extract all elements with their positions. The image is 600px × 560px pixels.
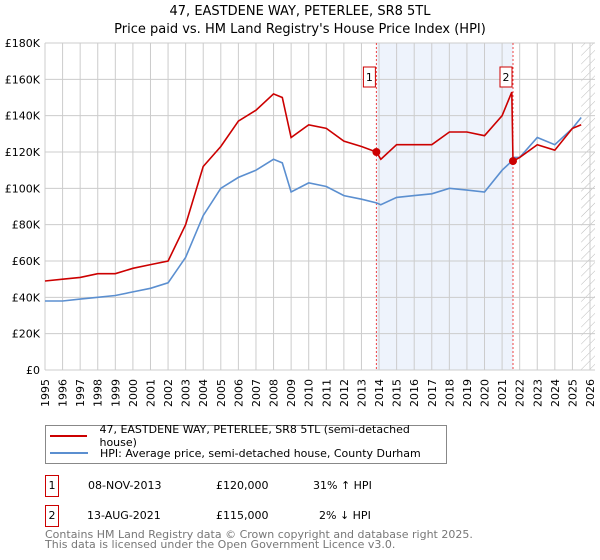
y-tick-label: £80K — [12, 219, 41, 232]
transaction-date: 08-NOV-2013 — [88, 479, 162, 492]
x-tick-label: 2011 — [320, 379, 333, 407]
x-tick-label: 2016 — [408, 379, 421, 407]
footer-copyright: Contains HM Land Registry data © Crown c… — [45, 528, 473, 541]
y-tick-label: £60K — [12, 255, 41, 268]
y-tick-label: £180K — [5, 37, 41, 50]
transaction-row: 1 08-NOV-2013 £120,000 31% ↑ HPI — [45, 475, 445, 497]
x-tick-label: 2003 — [180, 379, 193, 407]
x-tick-label: 2004 — [197, 379, 210, 407]
marker-label-box — [499, 66, 513, 88]
y-tick-label: £100K — [5, 182, 41, 195]
y-tick-label: £40K — [12, 291, 41, 304]
x-tick-label: 2010 — [303, 379, 316, 407]
x-tick-label: 2024 — [549, 379, 562, 407]
marker-label: 1 — [366, 71, 373, 84]
footer-licence: This data is licensed under the Open Gov… — [45, 538, 396, 551]
marker-badge: 1 — [45, 475, 59, 497]
legend-item-property: 47, EASTDENE WAY, PETERLEE, SR8 5TL (sem… — [46, 423, 446, 449]
x-tick-label: 2000 — [127, 379, 140, 407]
x-tick-label: 2001 — [144, 379, 157, 407]
x-tick-label: 2012 — [338, 379, 351, 407]
x-tick-label: 2023 — [531, 379, 544, 407]
y-tick-label: £20K — [12, 328, 41, 341]
x-tick-label: 2025 — [566, 379, 579, 407]
legend-label: HPI: Average price, semi-detached house,… — [100, 446, 421, 460]
series-line — [44, 91, 582, 282]
x-tick-label: 2014 — [373, 379, 386, 407]
chart-title: 47, EASTDENE WAY, PETERLEE, SR8 5TL — [169, 4, 431, 19]
sale-point — [508, 157, 517, 166]
x-tick-label: 1998 — [92, 379, 105, 407]
x-tick-label: 2002 — [162, 379, 175, 407]
red-line-swatch — [50, 435, 88, 437]
y-tick-label: £140K — [5, 110, 41, 123]
legend-label: 47, EASTDENE WAY, PETERLEE, SR8 5TL (sem… — [99, 423, 410, 449]
marker-label: 2 — [502, 71, 509, 84]
x-tick-label: 2021 — [496, 379, 509, 407]
transaction-hpi-diff: 2% ↓ HPI — [319, 509, 371, 522]
x-tick-label: 2015 — [391, 379, 404, 407]
legend-item-hpi: HPI: Average price, semi-detached house,… — [46, 444, 421, 462]
x-tick-label: 1995 — [39, 379, 52, 407]
x-tick-label: 1999 — [109, 379, 122, 407]
price-chart: 1 2 1995 1996 1997 1998 1999 2000 2001 2002 2003 20… — [5, 37, 597, 407]
x-tick-label: 2008 — [268, 379, 281, 407]
blue-line-swatch — [50, 452, 88, 454]
y-tick-label: £0 — [26, 364, 40, 377]
transaction-hpi-diff: 31% ↑ HPI — [313, 479, 372, 492]
transaction-price: £115,000 — [216, 509, 269, 522]
sale-point — [372, 148, 381, 156]
footer: Contains HM Land Registry data © Crown c… — [45, 528, 473, 551]
transaction-price: £120,000 — [216, 479, 269, 492]
transaction-date: 13-AUG-2021 — [87, 509, 161, 522]
x-tick-label: 2018 — [443, 379, 456, 407]
x-tick-label: 2026 — [584, 379, 597, 407]
shaded-period — [376, 43, 513, 370]
x-tick-label: 2005 — [215, 379, 228, 407]
x-tick-label: 2013 — [355, 379, 368, 407]
forecast-hatch — [581, 43, 595, 370]
y-tick-label: £120K — [5, 146, 41, 159]
marker-label-box — [362, 66, 376, 88]
y-tick-label: £160K — [5, 73, 41, 86]
x-tick-label: 2020 — [479, 379, 492, 407]
chart-subtitle: Price paid vs. HM Land Registry's House … — [114, 22, 486, 37]
x-tick-label: 2019 — [461, 379, 474, 407]
legend: 47, EASTDENE WAY, PETERLEE, SR8 5TL (sem… — [45, 423, 447, 464]
x-tick-label: 2007 — [250, 379, 263, 407]
x-tick-label: 2022 — [514, 379, 527, 407]
marker-badge: 2 — [45, 505, 59, 527]
transaction-row: 2 13-AUG-2021 £115,000 2% ↓ HPI — [45, 505, 445, 527]
x-tick-label: 1996 — [57, 379, 70, 407]
x-tick-label: 2009 — [285, 379, 298, 407]
x-tick-label: 2017 — [426, 379, 439, 407]
x-tick-label: 1997 — [74, 379, 87, 407]
x-tick-label: 2006 — [232, 379, 245, 407]
